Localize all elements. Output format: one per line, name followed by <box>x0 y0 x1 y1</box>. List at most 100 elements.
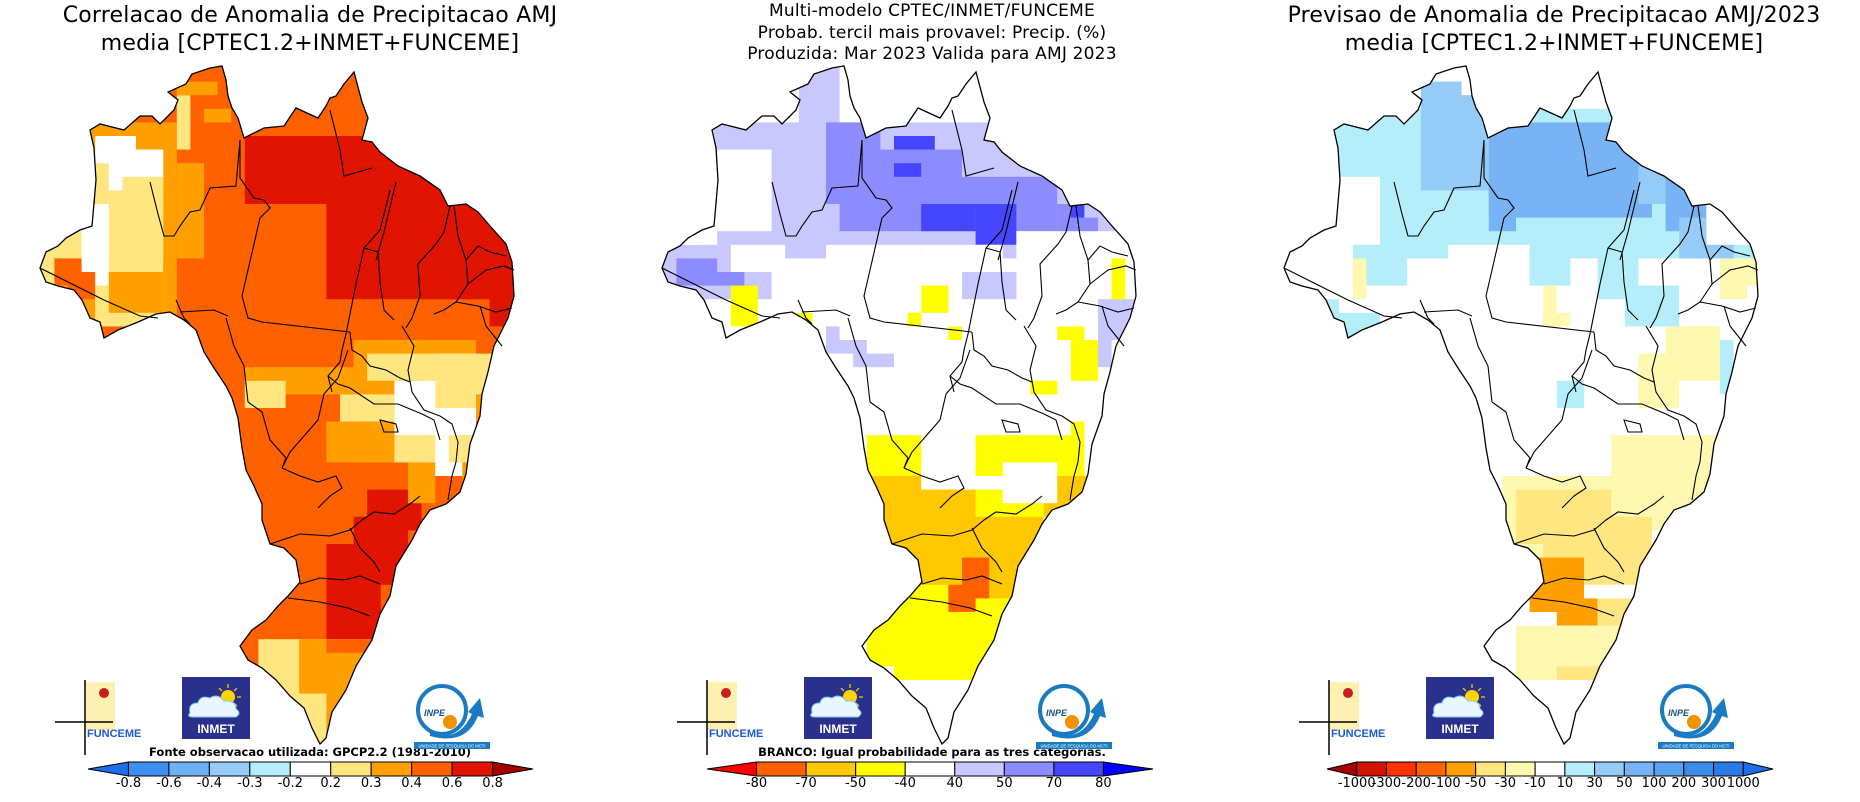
grid-cell <box>907 312 922 327</box>
legend-swatch <box>330 761 372 777</box>
legend-swatch <box>1564 761 1596 777</box>
inmet-text: INMET <box>819 722 857 736</box>
grid-cell <box>1098 340 1112 368</box>
grid-cell <box>1556 380 1584 408</box>
state-border <box>949 189 1013 393</box>
cloud-icon <box>188 695 240 718</box>
grid-cell <box>326 421 395 463</box>
legend-tick-label: -100 <box>1431 776 1461 791</box>
panel-title-line-1: Previsao de Anomalia de Precipitacao AMJ… <box>1287 3 1821 28</box>
state-border <box>405 205 451 329</box>
legend-tick-label: -40 <box>894 776 916 791</box>
state-border <box>949 375 1063 441</box>
color-legend <box>706 761 1154 777</box>
state-border <box>1531 597 1615 617</box>
state-border <box>1513 495 1665 545</box>
grid-cell <box>866 693 962 744</box>
state-border <box>1023 325 1063 417</box>
grid-cell <box>1057 326 1085 340</box>
grid-cell <box>1597 448 1612 476</box>
state-border <box>39 267 159 319</box>
state-border <box>1593 331 1655 383</box>
legend-swatch <box>208 761 251 777</box>
source-note: Fonte observacao utilizada: GPCP2.2 (198… <box>149 745 471 759</box>
legend-swatch <box>411 761 453 777</box>
state-border <box>847 317 871 403</box>
state-border <box>1683 415 1703 501</box>
legend-swatch <box>1053 761 1104 777</box>
inpe-logo: INPE UNIDADE DE PESQUISA DO MCTI <box>414 684 490 749</box>
legend-tick-label: 0.8 <box>482 776 503 791</box>
legend-tick-label: 50 <box>996 776 1013 791</box>
legend-tick-label: -30 <box>1494 776 1517 791</box>
grid-cell <box>948 584 976 612</box>
state-border <box>349 331 411 383</box>
inpe-logo: INPE UNIDADE DE PESQUISA DO MCTI <box>1658 684 1734 749</box>
legend-swatch <box>1475 761 1506 777</box>
legend-tick-label: -0.8 <box>115 776 142 791</box>
legend-arrow-low <box>87 761 129 777</box>
grid-cell <box>435 353 504 408</box>
grid-cell <box>894 163 922 177</box>
grid-cell <box>1325 176 1380 218</box>
inpe-text: INPE <box>1046 708 1068 718</box>
legend-tick-label: -1000 <box>1337 776 1376 791</box>
funceme-logo: FUNCEME <box>1299 680 1385 755</box>
legend-swatch <box>1385 761 1417 777</box>
legend-swatch <box>805 761 857 777</box>
grid-cell <box>1747 421 1758 476</box>
legend-tick-label: 0.6 <box>441 776 463 791</box>
inmet-logo: INMET <box>804 677 872 739</box>
grid-cell <box>1111 258 1126 300</box>
state-border <box>1593 527 1625 573</box>
state-border <box>225 317 249 403</box>
grid-cell <box>921 204 976 232</box>
legend-arrow-high <box>1742 761 1774 777</box>
grid-cell <box>326 666 381 735</box>
state-border <box>379 419 399 433</box>
grid-cell <box>1720 285 1748 300</box>
state-border <box>1525 349 1593 469</box>
legend-tick-label: 0.3 <box>360 776 382 791</box>
state-border <box>1623 419 1643 433</box>
funceme-sun-icon <box>1343 688 1353 698</box>
legend-tick-label: -0.4 <box>196 776 223 791</box>
legend-swatch <box>1594 761 1625 777</box>
grid-cell <box>703 272 745 286</box>
legend-swatch <box>954 761 1005 777</box>
legend-swatch <box>1003 761 1055 777</box>
country-outline <box>1283 65 1759 746</box>
grid-cell <box>1624 285 1680 327</box>
state-border <box>1571 375 1685 441</box>
inpe-tagline: UNIDADE DE PESQUISA DO MCTI <box>418 744 485 749</box>
state-border <box>1619 181 1641 261</box>
state-border <box>329 109 373 177</box>
state-border <box>1469 317 1493 403</box>
legend-arrow-low <box>706 761 758 777</box>
cloud-icon <box>810 695 862 718</box>
legend-tick-label: -200 <box>1401 776 1431 791</box>
grid-cell <box>1543 680 1598 735</box>
state-border <box>869 401 909 469</box>
grid-cell <box>394 176 422 259</box>
state-border <box>1423 309 1473 317</box>
legend-tick-label: 200 <box>1671 776 1697 791</box>
grid-cell <box>176 95 191 150</box>
inmet-text: INMET <box>1441 722 1479 736</box>
state-border <box>1709 245 1751 261</box>
legend-swatch <box>127 761 170 777</box>
grid-cell <box>717 204 772 232</box>
panel-tercile-probability: Multi-modelo CPTEC/INMET/FUNCEME Probab.… <box>622 0 1242 802</box>
legend-tick-label: 50 <box>1616 776 1633 791</box>
grid-cell <box>826 340 867 354</box>
legend-swatch <box>370 761 413 777</box>
grid-cell <box>717 136 745 150</box>
inpe-tagline: UNIDADE DE PESQUISA DO MCTI <box>1662 744 1729 749</box>
state-border <box>1061 415 1081 501</box>
state-border <box>1649 205 1695 329</box>
legend-note: BRANCO: Igual probabilidade para as tres… <box>758 745 1106 759</box>
state-border <box>1089 265 1137 285</box>
country-outline <box>39 65 515 746</box>
grid-cell <box>462 462 476 504</box>
inpe-logo: INPE UNIDADE DE PESQUISA DO MCTI <box>1036 684 1112 749</box>
